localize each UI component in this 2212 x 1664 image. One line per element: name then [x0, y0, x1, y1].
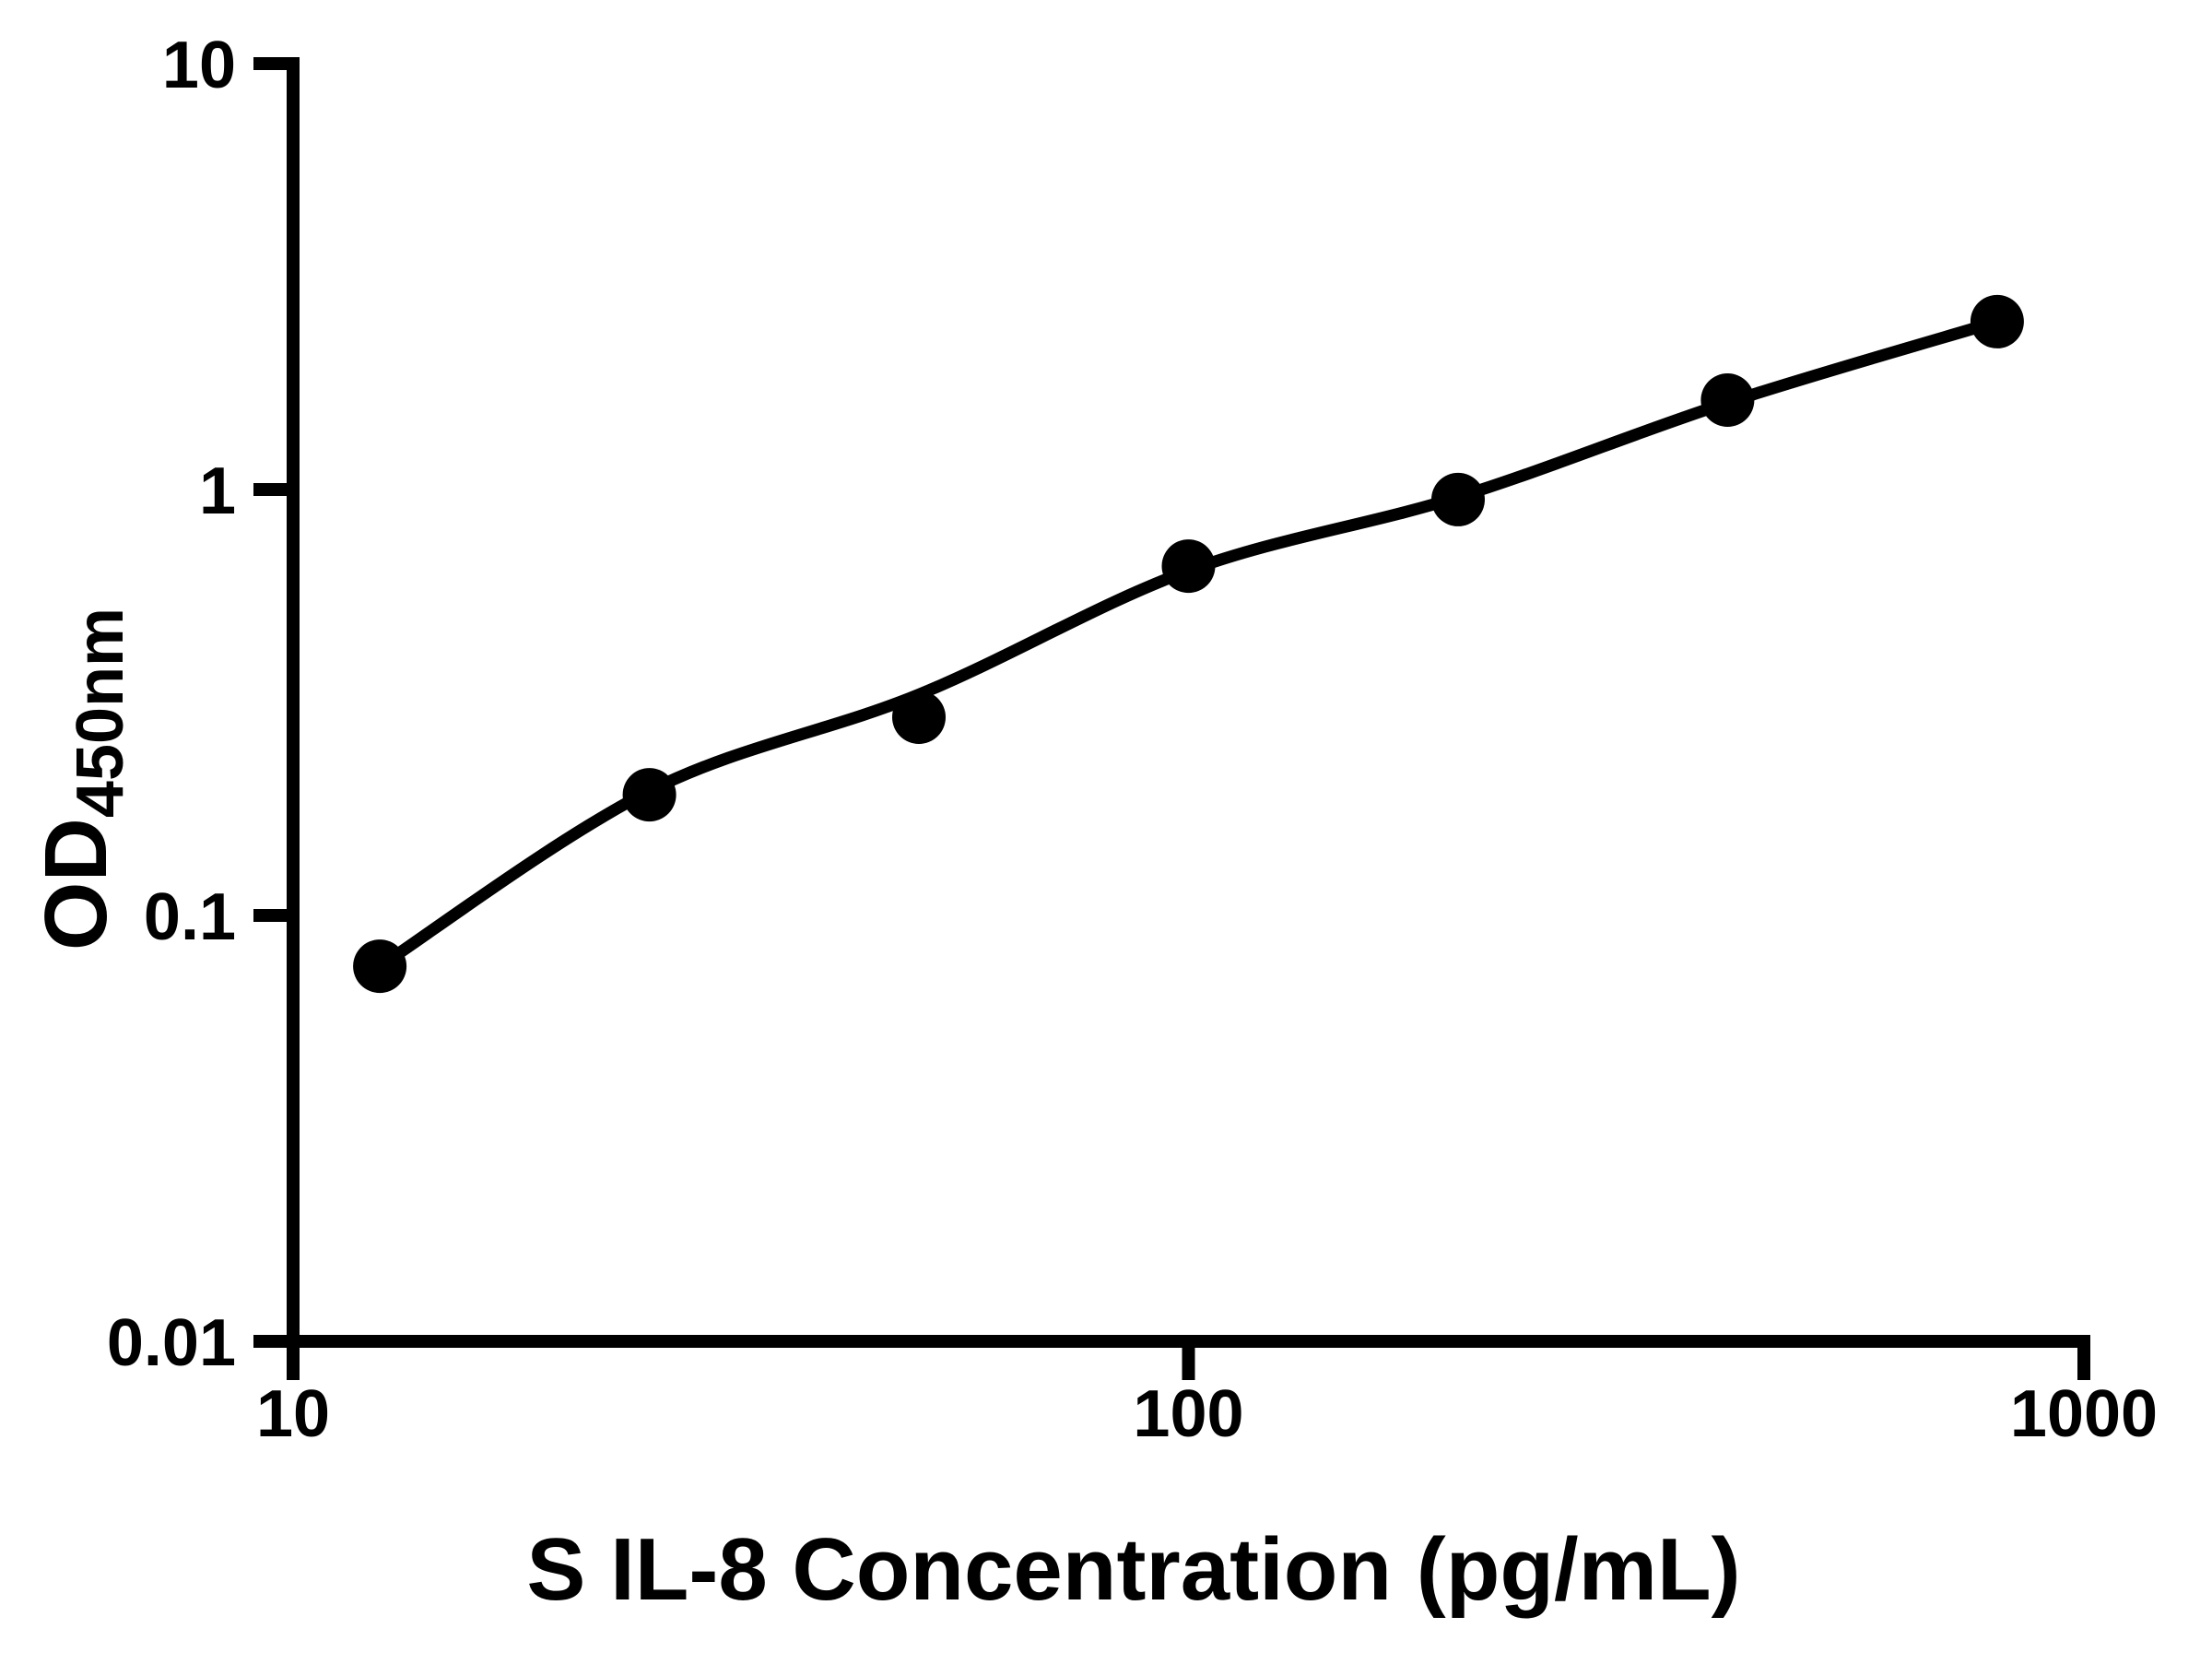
x-tick-label: 1000 — [2010, 1377, 2158, 1451]
y-axis-title-subscript: 450nm — [64, 608, 137, 818]
fit-curve — [376, 315, 1999, 972]
data-point — [1161, 539, 1216, 594]
x-axis-title: S IL-8 Concentration (pg/mL) — [526, 1520, 1740, 1619]
data-point — [892, 690, 946, 744]
y-tick-label: 0.1 — [144, 880, 236, 954]
y-axis-title-main: OD — [27, 818, 125, 950]
data-point — [1700, 373, 1755, 427]
y-tick-label: 10 — [162, 29, 236, 102]
axes-group — [253, 57, 2090, 1380]
y-tick-label: 1 — [199, 454, 236, 528]
data-point — [353, 939, 407, 994]
data-point — [622, 768, 677, 822]
y-axis-title: OD450nm — [27, 608, 137, 950]
data-points-group — [353, 294, 2024, 994]
tick-labels-group: 10 1 0.1 0.01 10 100 1000 — [107, 29, 2158, 1451]
y-tick-label: 0.01 — [107, 1306, 236, 1380]
x-tick-label: 10 — [256, 1377, 330, 1451]
data-point — [1970, 294, 2024, 348]
fit-curve-group — [376, 315, 1999, 972]
data-point — [1431, 472, 1485, 526]
x-tick-label: 100 — [1133, 1377, 1243, 1451]
